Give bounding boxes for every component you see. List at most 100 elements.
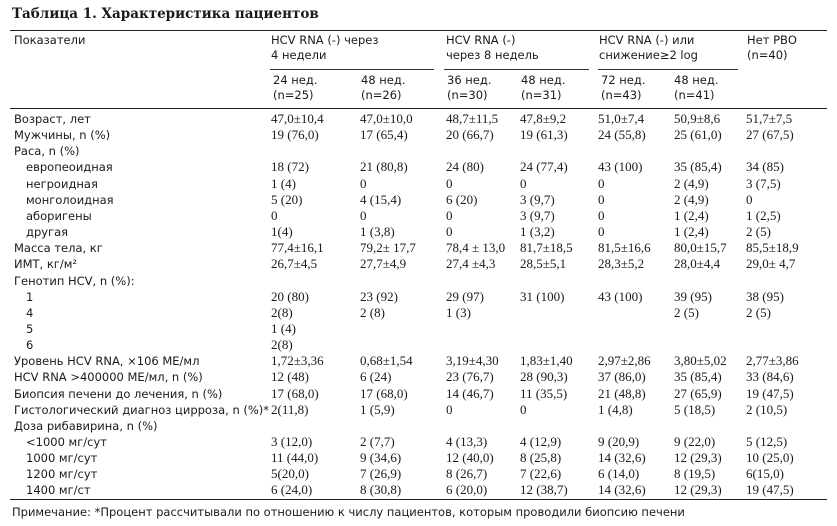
table-cell: 21 (48,8) [598, 386, 646, 401]
row-label: Масса тела, кг [14, 241, 103, 255]
row-label: 1 [26, 290, 34, 304]
table-cell: 27,4 ±4,3 [446, 256, 496, 271]
group-header-line: Нет РВО [747, 33, 797, 47]
table-cell: 2 (5) [746, 305, 771, 320]
table-cell: 1,72±3,36 [271, 353, 324, 368]
table-cell: 1 (5,9) [360, 402, 395, 417]
table-cell: 4 (13,3) [446, 434, 488, 449]
table-cell: 5 (12,5) [746, 434, 788, 449]
table-cell: 2,97±2,86 [598, 353, 651, 368]
table-cell: 8 (19,5) [674, 466, 716, 481]
row-label: Раса, n (%) [14, 144, 80, 158]
table-cell: 10 (25,0) [746, 450, 794, 465]
table-cell: 27 (67,5) [746, 127, 794, 142]
row-label: Биопсия печени до лечения, n (%) [14, 387, 223, 401]
table-cell: 5 (20) [271, 192, 303, 207]
table-cell: 78,4 ± 13,0 [446, 240, 506, 255]
subheader-line: 48 нед. [361, 73, 406, 87]
table-cell: 14 (46,7) [446, 386, 494, 401]
subheader-line: 24 нед. [273, 73, 318, 87]
table-cell: 3 (12,0) [271, 434, 313, 449]
table-cell: 11 (44,0) [271, 450, 319, 465]
table-cell: 37 (86,0) [598, 369, 646, 384]
table-cell: 19 (76,0) [271, 127, 319, 142]
table-cell: 5 (18,5) [674, 402, 716, 417]
table-cell: 28,3±5,2 [598, 256, 645, 271]
subheader-line: (n=31) [521, 88, 562, 102]
table-cell: 17 (65,4) [360, 127, 408, 142]
table-cell: 6 (24,0) [271, 482, 313, 497]
header-rule [10, 108, 827, 109]
group-header-8weeks: HCV RNA (-) через 8 недель [446, 33, 539, 63]
table-cell: 19 (61,3) [520, 127, 568, 142]
row-label: 1400 мг/ст [26, 483, 91, 497]
table-cell: 25 (61,0) [674, 127, 722, 142]
subheader-line: (n=25) [273, 88, 314, 102]
table-cell: 0 [746, 192, 753, 207]
table-cell: 43 (100) [598, 289, 643, 304]
group-header-line: HCV RNA (-) через [271, 33, 379, 47]
table-cell: 0 [446, 224, 453, 239]
table-cell: 9 (20,9) [598, 434, 640, 449]
table-cell: 29 (97) [446, 289, 484, 304]
table-cell: 1 (4,8) [598, 402, 633, 417]
subheader-line: (n=43) [601, 88, 642, 102]
table-cell: 0 [598, 208, 605, 223]
table-cell: 4 (15,4) [360, 192, 402, 207]
table-cell: 0 [446, 402, 453, 417]
table-cell: 11 (35,5) [520, 386, 568, 401]
table-cell: 51,7±7,5 [746, 111, 793, 126]
table-cell: 0 [520, 176, 527, 191]
group-header-line: (n=40) [747, 48, 788, 62]
table-cell: 2 (10,5) [746, 402, 788, 417]
row-label: 6 [26, 338, 34, 352]
row-label: 1200 мг/сут [26, 467, 98, 481]
table-cell: 20 (66,7) [446, 127, 494, 142]
table-cell: 8 (30,8) [360, 482, 402, 497]
table-cell: 3,19±4,30 [446, 353, 499, 368]
table-cell: 1 (4) [271, 321, 296, 336]
row-label: аборигены [26, 209, 92, 223]
table-cell: 8 (26,7) [446, 466, 488, 481]
table-cell: 33 (84,6) [746, 369, 794, 384]
table-cell: 27 (65,9) [674, 386, 722, 401]
subheader-line: (n=41) [674, 88, 715, 102]
row-label: HCV RNA >400000 МЕ/мл, n (%) [14, 370, 203, 384]
group-header-no-rvo: Нет РВО (n=40) [747, 33, 797, 63]
table-cell: 43 (100) [598, 159, 643, 174]
table-cell: 8 (25,8) [520, 450, 562, 465]
table-cell: 23 (92) [360, 289, 398, 304]
table-cell: 9 (34,6) [360, 450, 402, 465]
table-cell: 77,4±16,1 [271, 240, 324, 255]
table-cell: 12 (29,3) [674, 450, 722, 465]
table-cell: 18 (72) [271, 159, 309, 174]
table-cell: 12 (40,0) [446, 450, 494, 465]
row-label: европеоидная [26, 160, 113, 174]
group-rule-8weeks [444, 69, 589, 70]
table-cell: 2(11,8) [271, 402, 309, 417]
table-cell: 47,8±9,2 [520, 111, 567, 126]
table-cell: 1 (3) [446, 305, 471, 320]
group-header-line: через 8 недель [446, 48, 539, 62]
table-cell: 28 (90,3) [520, 369, 568, 384]
table-cell: 17 (68,0) [360, 386, 408, 401]
table-cell: 12 (29,3) [674, 482, 722, 497]
table-cell: 2(8) [271, 305, 293, 320]
table-cell: 0 [598, 176, 605, 191]
table-cell: 20 (80) [271, 289, 309, 304]
table-cell: 1 (2,4) [674, 208, 709, 223]
table-cell: 6 (24) [360, 369, 392, 384]
table-cell: 85,5±18,9 [746, 240, 799, 255]
row-label: Уровень HCV RNA, ×106 МЕ/мл [14, 354, 200, 368]
table-cell: 14 (32,6) [598, 450, 646, 465]
row-label: 4 [26, 306, 34, 320]
table-cell: 3 (9,7) [520, 208, 555, 223]
group-header-line: HCV RNA (-) [446, 33, 516, 47]
table-cell: 28,0±4,4 [674, 256, 721, 271]
table-cell: 39 (95) [674, 289, 712, 304]
table-cell: 27,7±4,9 [360, 256, 407, 271]
table-cell: 6(15,0) [746, 466, 784, 481]
group-header-line: HCV RNA (-) или [599, 33, 695, 47]
row-label: Доза рибавирина, n (%) [14, 419, 158, 433]
table-cell: 19 (47,5) [746, 482, 794, 497]
